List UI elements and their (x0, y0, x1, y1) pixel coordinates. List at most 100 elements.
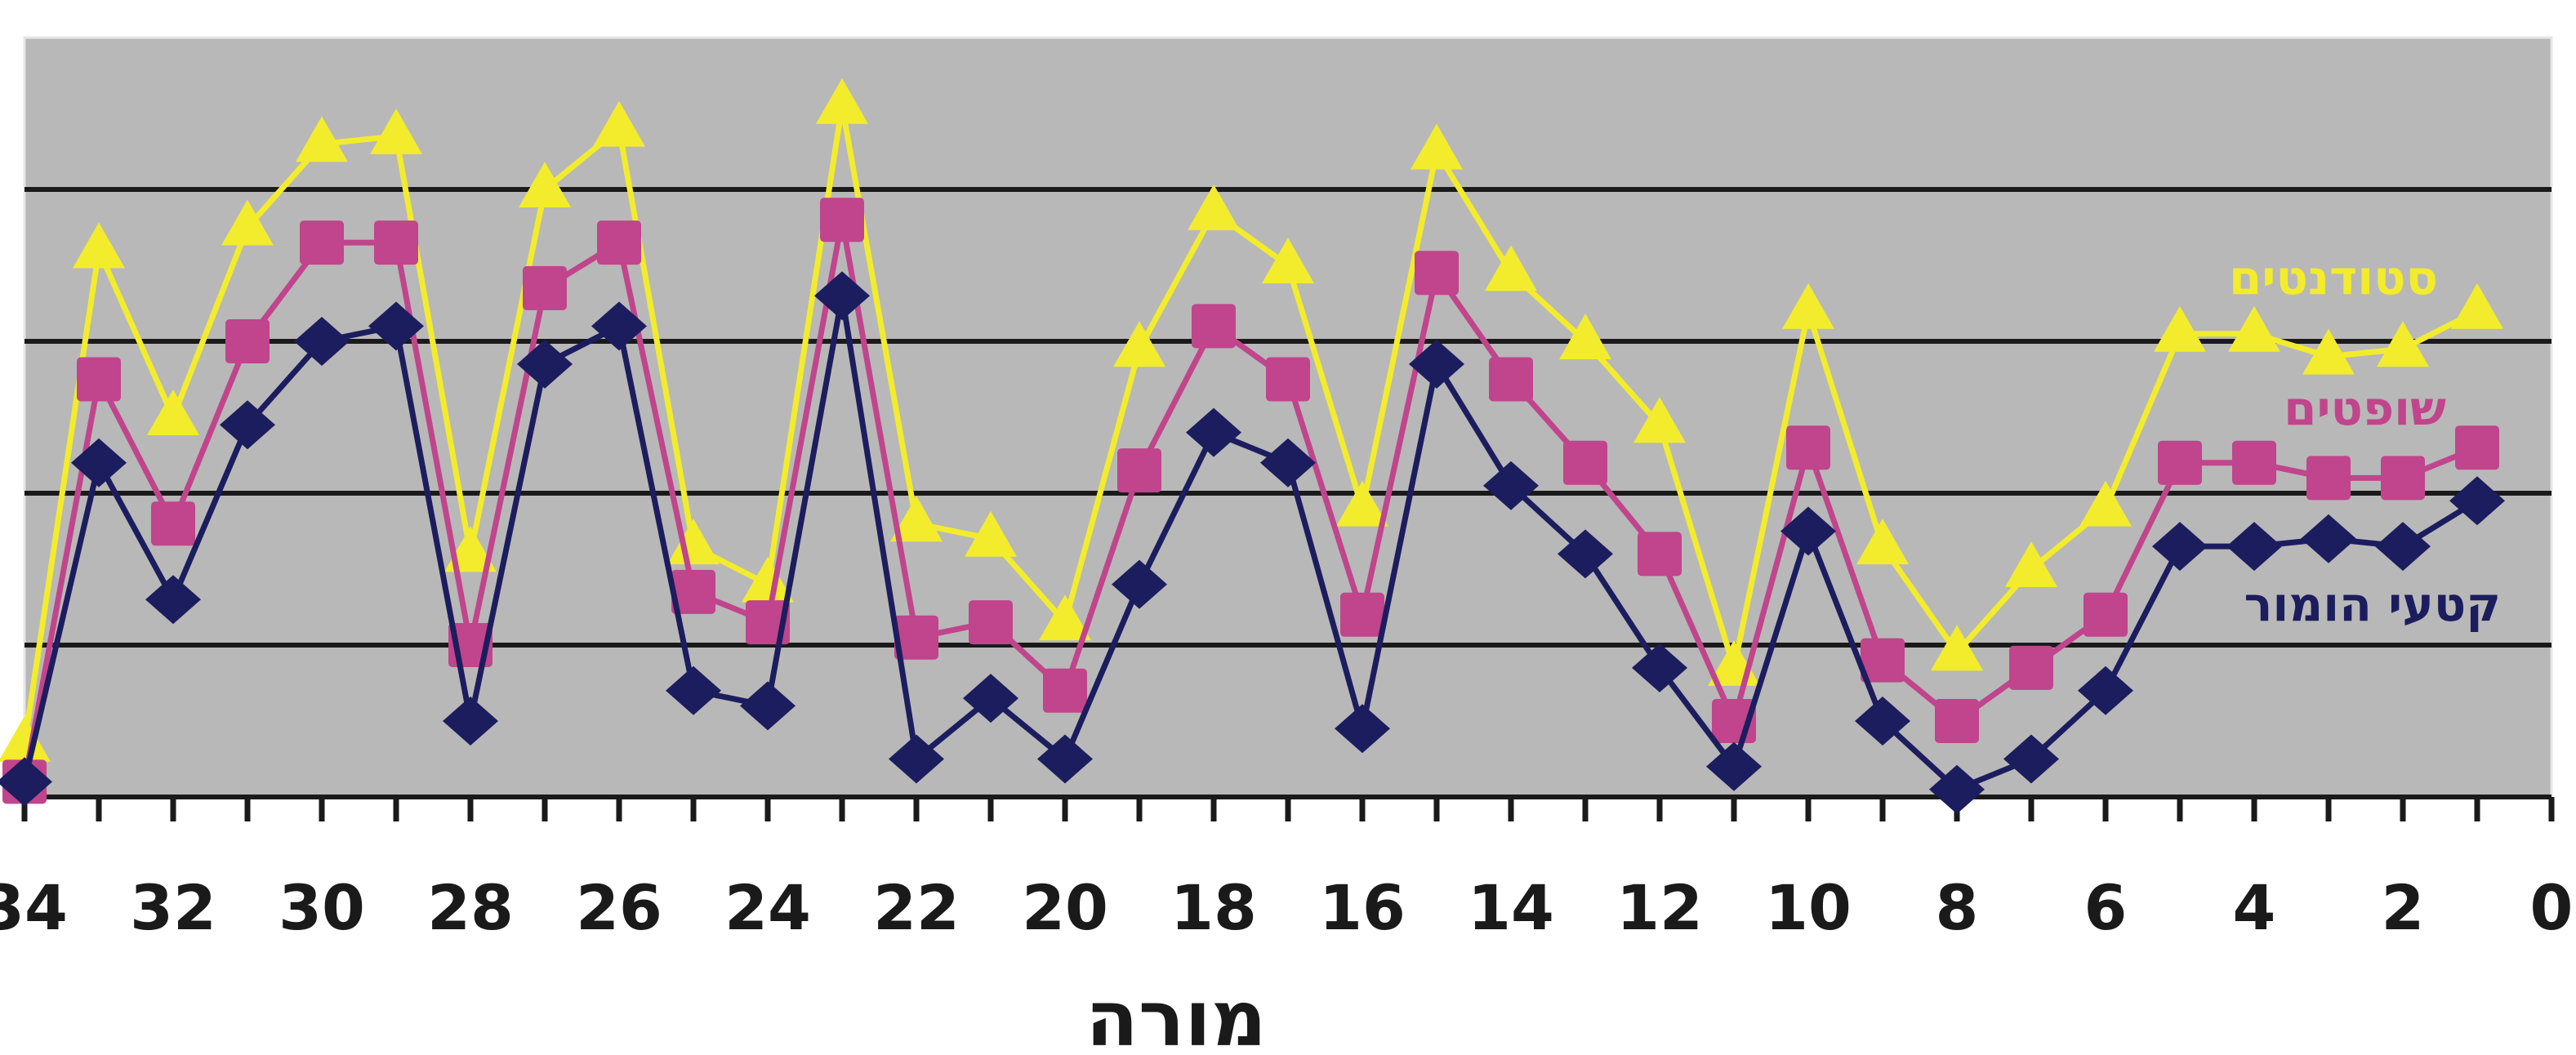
data-point (220, 400, 275, 450)
x-tick-label: 8 (1936, 871, 1979, 944)
data-point (1559, 314, 1611, 359)
data-point (225, 319, 270, 363)
data-point (1262, 238, 1314, 283)
data-point (517, 339, 573, 389)
data-point (1706, 741, 1762, 791)
series-0 (0, 78, 2503, 762)
x-tick-label: 16 (1319, 871, 1406, 944)
data-point (820, 198, 864, 243)
data-point (1935, 699, 1979, 743)
data-point (1861, 638, 1905, 683)
data-point (300, 220, 344, 265)
data-point (294, 317, 350, 366)
data-point (2003, 734, 2059, 784)
data-point (1483, 461, 1539, 510)
data-point (963, 674, 1018, 723)
data-point (1409, 339, 1464, 389)
data-point (1485, 245, 1537, 292)
x-tick-label: 28 (427, 871, 514, 944)
series-line (21, 103, 2479, 745)
x-tick-label: 2 (2382, 871, 2425, 944)
data-point (2078, 665, 2133, 715)
data-point (1563, 440, 1607, 485)
data-point (1260, 438, 1316, 487)
data-point (1043, 668, 1087, 713)
data-point (1336, 480, 1388, 527)
x-tick-label: 18 (1170, 871, 1257, 944)
data-point (742, 556, 794, 603)
data-point (145, 575, 201, 625)
data-point (519, 162, 571, 207)
series-line (21, 292, 2479, 793)
data-point (1929, 764, 1985, 814)
data-point (1340, 592, 1384, 637)
data-point (740, 681, 796, 731)
data-point (591, 301, 647, 351)
data-point (1638, 532, 1682, 576)
data-point (2455, 425, 2499, 470)
series-layer (0, 78, 2505, 814)
x-tick-label: 20 (1022, 871, 1108, 944)
data-point (1188, 184, 1240, 230)
x-tick-label: 12 (1616, 871, 1703, 944)
data-point (1415, 251, 1459, 296)
data-point (1335, 704, 1390, 754)
data-point (1039, 594, 1091, 641)
data-point (1558, 529, 1613, 579)
data-point (2381, 456, 2425, 501)
data-point (151, 501, 195, 546)
data-point (1780, 506, 1836, 556)
data-point (1489, 357, 1533, 402)
data-point (969, 600, 1013, 645)
x-tick-label: 6 (2084, 871, 2128, 944)
data-point (1186, 407, 1241, 457)
data-point (666, 665, 721, 715)
data-point (77, 357, 121, 402)
data-point (1782, 283, 1834, 329)
x-tick-label: 24 (724, 871, 811, 944)
data-point (2302, 328, 2355, 375)
x-tick-label: 0 (2530, 871, 2574, 944)
data-point (814, 271, 870, 321)
data-point (1786, 425, 1830, 470)
data-point (1192, 304, 1236, 349)
data-point (147, 390, 199, 435)
x-tick-label: 34 (0, 871, 68, 944)
data-point (2377, 321, 2429, 367)
data-point (368, 301, 424, 351)
x-tick-label: 32 (130, 871, 216, 944)
data-point (2226, 522, 2282, 572)
series-label-students: סטודנטים (2229, 250, 2438, 305)
data-point (593, 100, 645, 147)
data-point (2228, 305, 2280, 352)
data-point (1411, 123, 1463, 170)
data-point (443, 697, 498, 746)
data-point (1856, 519, 1909, 565)
data-point (2301, 514, 2356, 563)
data-point (2158, 440, 2202, 485)
data-point (71, 438, 127, 487)
data-point (2079, 480, 2132, 527)
data-point (1632, 643, 1687, 692)
data-point (221, 199, 274, 246)
data-point (965, 510, 1017, 557)
series-labels: סטודנטים שופטים קטעי הומור (2229, 250, 2501, 632)
x-tick-label: 26 (576, 871, 662, 944)
data-point (1112, 559, 1167, 609)
data-point (2451, 283, 2503, 329)
data-point (2154, 305, 2206, 352)
data-point (2152, 522, 2208, 572)
data-point (374, 220, 418, 265)
data-point (1037, 734, 1093, 784)
data-point (597, 220, 641, 265)
data-point (523, 265, 567, 310)
data-point (2005, 541, 2057, 587)
data-point (1855, 697, 1910, 746)
data-point (0, 715, 51, 762)
series-label-humor-clips: קטעי הומור (2244, 576, 2501, 632)
series-1 (2, 198, 2499, 804)
data-point (667, 519, 720, 565)
x-axis-title: מורה (1085, 975, 1266, 1055)
data-point (73, 222, 125, 269)
